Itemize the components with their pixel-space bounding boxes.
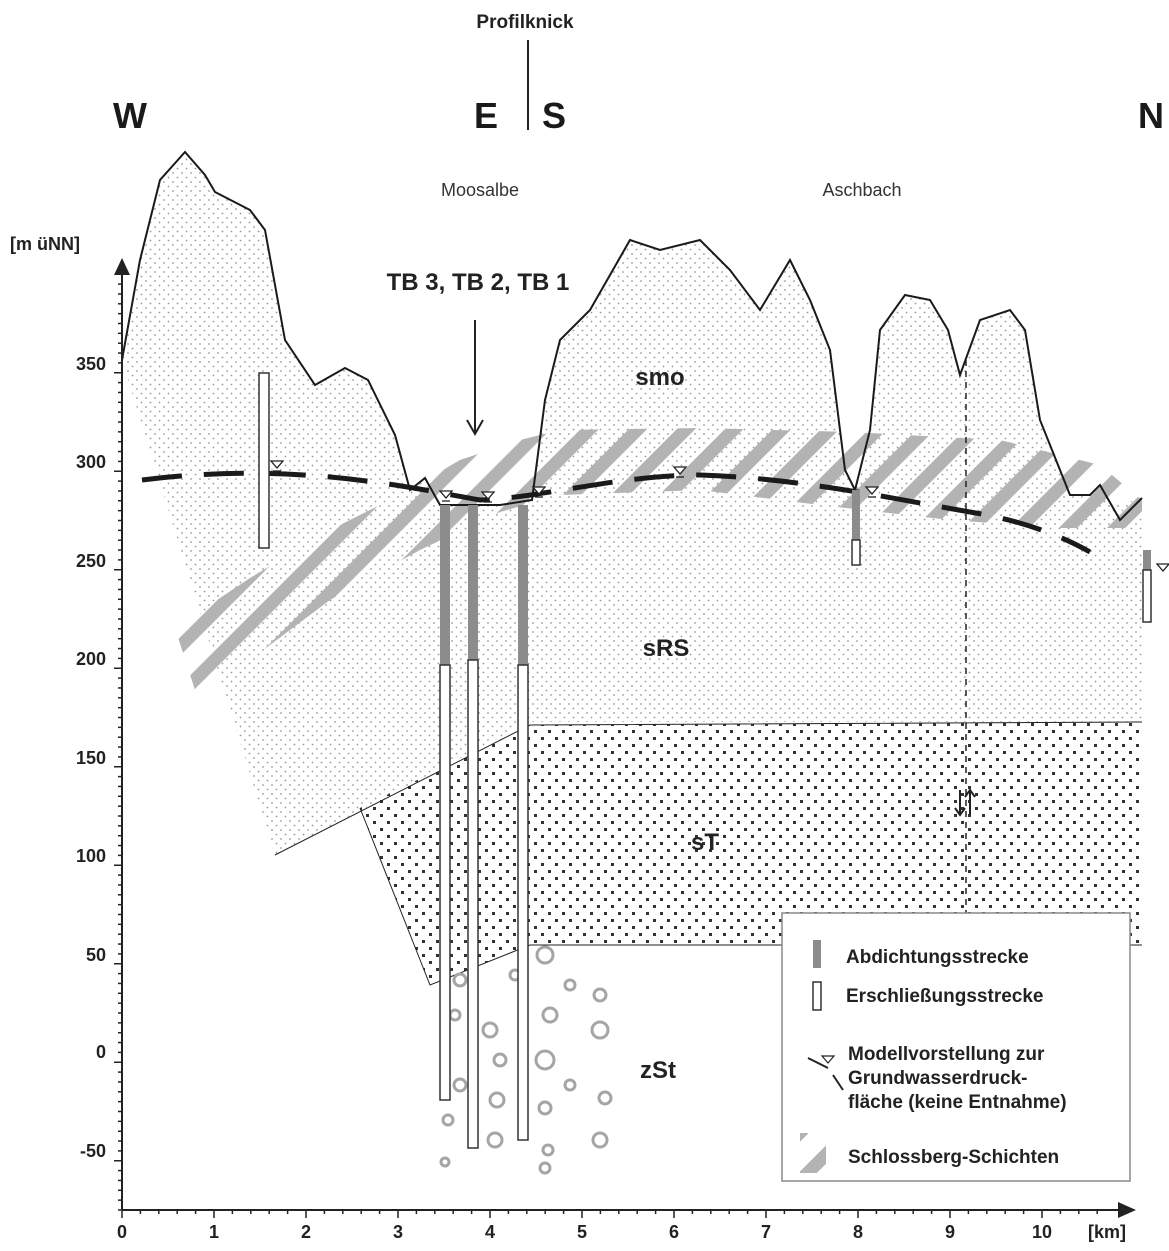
y-tick-label: 250 (76, 551, 106, 571)
legend-model-line2: Grundwasserdruck- (848, 1068, 1028, 1089)
legend-open-swatch (812, 981, 822, 1011)
y-tick-label: 300 (76, 452, 106, 472)
sandstone-dotted-area (122, 152, 1142, 855)
legend-model-line-icon (807, 1057, 844, 1091)
x-tick-label: 8 (853, 1222, 863, 1242)
direction-west: W (113, 95, 147, 136)
legend-open-label: Erschließungsstrecke (846, 986, 1043, 1007)
direction-north: N (1138, 95, 1164, 136)
schlossberg-hatch-band (175, 428, 1142, 690)
y-axis-label: [m üNN] (10, 234, 80, 254)
well-tb1 (517, 505, 529, 1141)
x-tick-label: 9 (945, 1222, 955, 1242)
layer-label-smo: smo (635, 364, 684, 391)
x-tick-label: 5 (577, 1222, 587, 1242)
x-tick-label: 10 (1032, 1222, 1052, 1242)
x-tick-label: 1 (209, 1222, 219, 1242)
x-tick-label: 7 (761, 1222, 771, 1242)
water-level-marker-icons (269, 460, 1169, 572)
y-tick-marks (114, 283, 122, 1211)
y-axis-arrow-icon (114, 258, 130, 275)
zst-circles (439, 945, 613, 1175)
river-label-moosalbe: Moosalbe (441, 180, 519, 200)
legend-schlossberg-label: Schlossberg-Schichten (848, 1147, 1059, 1168)
st-upper-boundary (274, 721, 1143, 856)
y-tick-label: 0 (96, 1042, 106, 1062)
x-tick-label: 3 (393, 1222, 403, 1242)
terrain-surface-line (121, 150, 1143, 522)
layer-label-srs: sRS (643, 635, 690, 662)
legend-water-marker-icon (820, 1055, 836, 1064)
y-tick-label: 350 (76, 354, 106, 374)
x-tick-label: 0 (117, 1222, 127, 1242)
legend-box (781, 912, 1131, 1182)
y-tick-label: 50 (86, 945, 106, 965)
legend-sealing-swatch (813, 940, 821, 968)
profile-kink-label: Profilknick (476, 12, 574, 33)
river-label-aschbach: Aschbach (822, 180, 901, 200)
well-right-edge (1142, 550, 1152, 623)
direction-east: E (474, 95, 498, 136)
y-tick-label: 200 (76, 649, 106, 669)
direction-south: S (542, 95, 566, 136)
legend-model-line3: fläche (keine Entnahme) (848, 1092, 1067, 1113)
well-tb3 (439, 505, 451, 1101)
legend-schlossberg-swatch (800, 1133, 826, 1173)
x-axis-arrow-icon (1118, 1202, 1136, 1218)
x-tick-label: 6 (669, 1222, 679, 1242)
fault-movement-arrows-icon (954, 788, 976, 817)
y-tick-label: 150 (76, 748, 106, 768)
y-tick-label: 100 (76, 846, 106, 866)
layer-label-zst: zSt (640, 1057, 676, 1084)
x-tick-label: 2 (301, 1222, 311, 1242)
layer-label-st: sT (691, 829, 719, 856)
legend-sealing-label: Abdichtungsstrecke (846, 947, 1029, 968)
x-tick-label: 4 (485, 1222, 495, 1242)
y-tick-label: -50 (80, 1141, 106, 1161)
wells-label: TB 3, TB 2, TB 1 (387, 269, 570, 296)
wells-pointer-arrow (466, 320, 484, 437)
well-aschbach (851, 490, 861, 566)
well-tb2 (467, 505, 479, 1149)
well-left (258, 372, 270, 549)
x-axis-label: [km] (1088, 1222, 1126, 1242)
legend-model-line1: Modellvorstellung zur (848, 1044, 1045, 1065)
legend: Abdichtungsstrecke Erschließungsstrecke … (781, 912, 1131, 1182)
x-tick-marks (121, 1210, 1098, 1218)
